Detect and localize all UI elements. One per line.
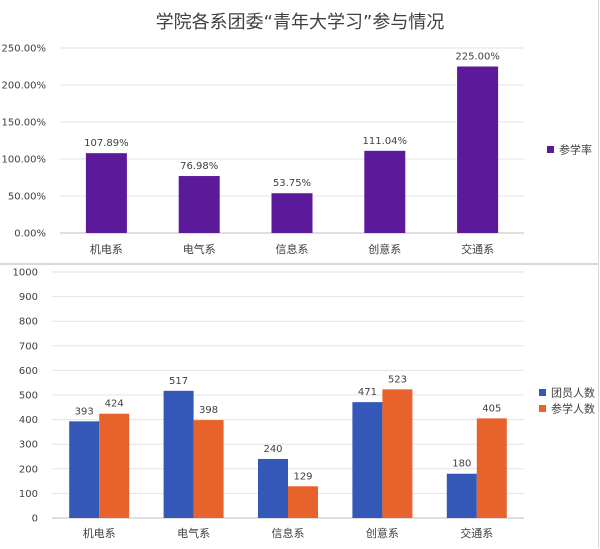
- bar: [258, 458, 288, 518]
- data-label: 107.89%: [84, 138, 129, 149]
- y-tick-label: 300: [19, 440, 38, 451]
- x-category-label: 机电系: [90, 242, 123, 256]
- y-tick-label: 800: [19, 317, 38, 328]
- bar: [446, 473, 477, 518]
- bar: [364, 150, 406, 233]
- y-tick-label: 1000: [13, 268, 38, 279]
- y-tick-label: 0.00%: [14, 229, 46, 240]
- data-label: 129: [293, 471, 312, 482]
- y-tick-label: 200: [19, 464, 38, 475]
- member-count-chart: 0 100 200 300 400 500 600 700 800 900 1000 机电系 电气系 信息…: [13, 268, 595, 541]
- x-category-label: 电气系: [183, 242, 216, 256]
- x-category-label: 创意系: [368, 242, 401, 256]
- x-category-label: 信息系: [272, 526, 305, 540]
- x-category-label: 电气系: [177, 526, 210, 540]
- y-tick-label: 50.00%: [8, 192, 46, 203]
- top-chart-panel: 学院各系团委“青年大学习”参与情况 0.00% 50.00% 100.00% 150.…: [0, 0, 599, 264]
- bar: [178, 176, 220, 233]
- bar: [69, 421, 100, 518]
- bar: [382, 389, 413, 518]
- data-label: 225.00%: [455, 52, 500, 63]
- legend-label: 团员人数: [551, 387, 595, 400]
- data-label: 398: [199, 405, 218, 416]
- y-tick-label: 150.00%: [2, 118, 47, 129]
- y-tick-label: 700: [19, 341, 38, 352]
- x-category-label: 创意系: [366, 526, 399, 540]
- y-tick-label: 900: [19, 292, 38, 303]
- bar: [193, 420, 224, 518]
- y-tick-label: 600: [19, 366, 38, 377]
- y-tick-label: 100: [19, 489, 38, 500]
- data-label: 523: [388, 374, 407, 385]
- bar: [85, 153, 127, 233]
- data-label: 517: [169, 376, 188, 387]
- data-label: 180: [452, 459, 471, 470]
- bar: [271, 193, 313, 233]
- y-tick-label: 0: [32, 514, 38, 525]
- bar: [476, 418, 507, 518]
- data-label: 53.75%: [273, 178, 311, 189]
- legend-swatch: [547, 146, 554, 153]
- data-label: 471: [358, 387, 377, 398]
- x-category-label: 机电系: [83, 526, 116, 540]
- x-category-label: 交通系: [460, 526, 493, 540]
- bar: [352, 402, 383, 518]
- y-tick-label: 250.00%: [2, 44, 47, 55]
- y-tick-label: 400: [19, 415, 38, 426]
- bar: [99, 413, 130, 518]
- data-label: 393: [75, 406, 94, 417]
- bar: [288, 486, 318, 518]
- x-category-label: 信息系: [276, 242, 309, 256]
- data-label: 240: [263, 444, 282, 455]
- legend-label: 参学率: [559, 143, 592, 157]
- participation-rate-chart: 0.00% 50.00% 100.00% 150.00% 200.00% 250.00% 机…: [2, 44, 593, 257]
- legend-label: 参学人数: [551, 402, 595, 416]
- data-label: 76.98%: [180, 161, 218, 172]
- bar: [457, 66, 499, 233]
- chart-title: 学院各系团委“青年大学习”参与情况: [155, 12, 445, 33]
- data-label: 424: [105, 399, 124, 410]
- bar: [163, 390, 194, 518]
- y-tick-label: 500: [19, 391, 38, 402]
- bottom-chart-panel: 0 100 200 300 400 500 600 700 800 900 1000 机电系 电气系 信息…: [0, 264, 599, 548]
- data-label: 405: [482, 403, 501, 414]
- x-category-label: 交通系: [461, 242, 494, 256]
- data-label: 111.04%: [363, 136, 408, 147]
- y-tick-label: 200.00%: [2, 81, 47, 92]
- legend-swatch: [539, 389, 546, 396]
- y-tick-label: 100.00%: [2, 155, 47, 166]
- legend-swatch: [539, 405, 546, 412]
